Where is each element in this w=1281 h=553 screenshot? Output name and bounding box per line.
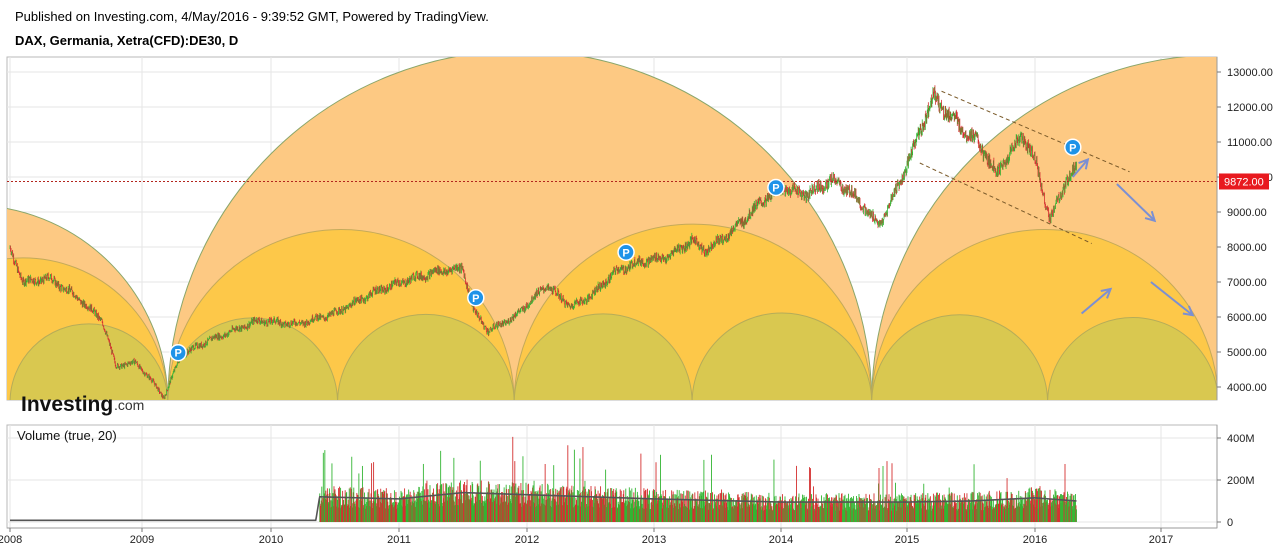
event-marker-label: P bbox=[1069, 142, 1076, 154]
volume-axis: 400M 200M 0 bbox=[1216, 425, 1255, 529]
price-tick-label: 13000.00 bbox=[1227, 67, 1273, 79]
volume-title: Volume (true, 20) bbox=[17, 428, 117, 443]
event-marker-0[interactable]: P bbox=[169, 343, 187, 362]
volume-ma-line bbox=[10, 491, 1077, 522]
volume-tick-label: 400M bbox=[1227, 433, 1255, 445]
channel-upper bbox=[941, 90, 1130, 173]
event-marker-3[interactable]: P bbox=[767, 178, 785, 197]
forecast-arrow-1 bbox=[1116, 183, 1156, 222]
time-cycles bbox=[7, 57, 1217, 400]
forecast-arrowhead-2 bbox=[1100, 287, 1113, 299]
price-tick-label: 11000.00 bbox=[1227, 137, 1272, 149]
price-tick-label: 6000.00 bbox=[1227, 312, 1267, 324]
event-marker-label: P bbox=[622, 247, 629, 259]
time-tick-label: 2016 bbox=[1023, 534, 1047, 546]
time-tick-label: 2014 bbox=[769, 534, 793, 546]
event-marker-label: P bbox=[174, 348, 181, 360]
event-markers[interactable]: P P P P P bbox=[169, 138, 1082, 362]
volume-tick-label: 0 bbox=[1227, 517, 1233, 529]
volume-tick-label: 200M bbox=[1227, 475, 1255, 487]
event-marker-label: P bbox=[772, 183, 779, 195]
price-tick-label: 7000.00 bbox=[1227, 277, 1267, 289]
event-marker-4[interactable]: P bbox=[1064, 138, 1082, 156]
forecast-arrow-2 bbox=[1080, 288, 1112, 315]
cycle-inner-6 bbox=[1047, 317, 1217, 400]
trend-drawings bbox=[7, 90, 1217, 317]
investing-logo: Investing .com bbox=[21, 393, 144, 416]
time-tick-label: 2009 bbox=[130, 534, 154, 546]
time-tick-label: 2015 bbox=[895, 534, 919, 546]
cycle-inner-5 bbox=[871, 314, 1048, 400]
event-marker-dot bbox=[169, 343, 187, 362]
time-tick-label: 2013 bbox=[642, 534, 666, 546]
price-candles bbox=[9, 85, 1077, 400]
channel-lower bbox=[919, 162, 1092, 244]
forecast-arrowhead-3 bbox=[1182, 305, 1195, 317]
last-price-label: 9872.00 bbox=[1224, 176, 1264, 188]
cycle-inner-2 bbox=[337, 313, 515, 400]
price-tick-label: 4000.00 bbox=[1227, 382, 1267, 394]
event-marker-dot bbox=[467, 289, 485, 307]
forecast-arrowhead-1 bbox=[1144, 210, 1157, 223]
forecast-arrowhead-0 bbox=[1078, 157, 1090, 170]
last-price-badge bbox=[1219, 173, 1269, 190]
symbol-title: DAX, Germania, Xetra(CFD):DE30, D bbox=[15, 33, 239, 48]
event-marker-1[interactable]: P bbox=[467, 289, 485, 307]
price-tick-label: 8000.00 bbox=[1227, 242, 1267, 254]
event-marker-dot bbox=[767, 178, 785, 197]
forecast-arrow-3 bbox=[1150, 281, 1194, 317]
cycle-inner-3 bbox=[513, 313, 693, 400]
event-marker-2[interactable]: P bbox=[617, 243, 635, 261]
published-caption: Published on Investing.com, 4/May/2016 -… bbox=[15, 9, 489, 24]
price-tick-label: 12000.00 bbox=[1227, 102, 1273, 114]
volume-bars bbox=[10, 436, 1077, 522]
time-tick-label: 2011 bbox=[387, 534, 411, 546]
time-tick-label: 2008 bbox=[0, 534, 22, 546]
time-tick-label: 2017 bbox=[1149, 534, 1173, 546]
cycle-inner-0 bbox=[9, 323, 169, 400]
cycle-inner-4 bbox=[691, 312, 873, 400]
logo-suffix: .com bbox=[114, 397, 144, 413]
forecast-arrow-0 bbox=[1072, 158, 1089, 178]
time-tick-label: 2010 bbox=[259, 534, 283, 546]
price-tick-label: 5000.00 bbox=[1227, 347, 1267, 359]
time-axis: 2008 2009 2010 2011 2012 2013 2014 2015 2016 2017 bbox=[0, 527, 1217, 546]
price-axis: 13000.0012000.0011000.0010000.009000.008… bbox=[1216, 57, 1273, 400]
price-tick-label: 9000.00 bbox=[1227, 207, 1267, 219]
logo-main: Investing bbox=[21, 393, 113, 416]
event-marker-dot bbox=[1064, 138, 1082, 156]
time-tick-label: 2012 bbox=[515, 534, 539, 546]
event-marker-label: P bbox=[472, 293, 479, 305]
event-marker-dot bbox=[617, 243, 635, 261]
